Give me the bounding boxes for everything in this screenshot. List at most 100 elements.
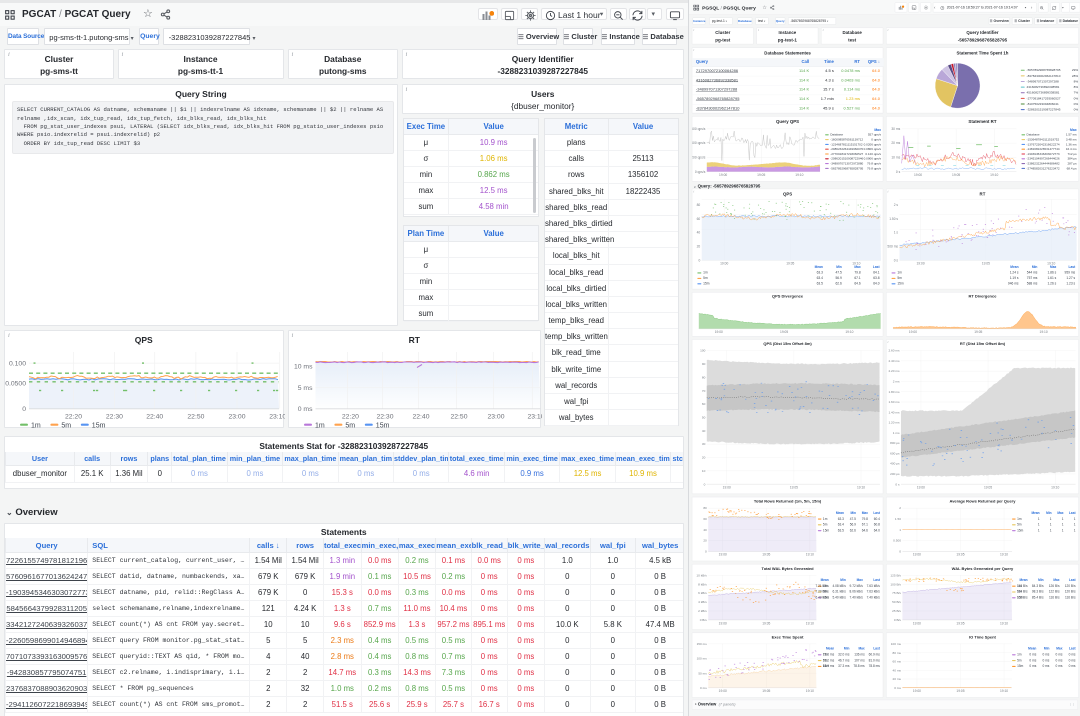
svg-text:136 ms: 136 ms [854, 653, 865, 657]
svg-text:1: 1 [1038, 528, 1040, 532]
svg-text:-5657892968765828795: -5657892968765828795 [830, 166, 863, 170]
svg-text:15m: 15m [823, 596, 830, 600]
svg-text:5m: 5m [897, 276, 902, 280]
svg-text:5m: 5m [703, 276, 708, 280]
svg-text:1: 1 [1062, 523, 1064, 527]
svg-text:19:10: 19:10 [806, 553, 814, 557]
svg-text:-1600985876561139712: -1600985876561139712 [830, 138, 863, 142]
svg-text:2 kB/s: 2 kB/s [698, 609, 707, 613]
svg-text:19:00: 19:00 [917, 486, 925, 490]
svg-text:4516082736899338581: 4516082736899338581 [1027, 91, 1060, 95]
svg-text:60: 60 [703, 517, 707, 521]
svg-text:959 ms: 959 ms [1065, 271, 1076, 275]
svg-text:22:40: 22:40 [412, 413, 429, 420]
svg-text:19:00: 19:00 [719, 553, 727, 557]
svg-text:19:10: 19:10 [1040, 330, 1048, 334]
svg-text:1.26 s: 1.26 s [1047, 282, 1056, 286]
svg-text:1m: 1m [823, 653, 828, 657]
svg-text:100 ms: 100 ms [697, 657, 708, 661]
svg-text:Last: Last [873, 578, 880, 582]
svg-text:63.3: 63.3 [817, 271, 824, 275]
svg-text:5m: 5m [345, 422, 355, 429]
svg-text:60: 60 [702, 402, 706, 406]
svg-text:0 ms: 0 ms [1069, 664, 1076, 668]
svg-text:32.0 ms: 32.0 ms [838, 653, 850, 657]
svg-text:50 ms: 50 ms [698, 671, 707, 675]
svg-text:98.3 B/s: 98.3 B/s [1032, 590, 1044, 594]
svg-text:946 ms: 946 ms [1008, 282, 1019, 286]
svg-text:1m: 1m [315, 422, 325, 429]
svg-text:19:05: 19:05 [956, 689, 964, 693]
svg-text:5.40 kB/s: 5.40 kB/s [833, 596, 847, 600]
svg-text:0: 0 [22, 406, 26, 413]
svg-text:0 ms: 0 ms [1069, 658, 1076, 662]
svg-text:1.19 s: 1.19 s [1010, 276, 1019, 280]
svg-text:22:50: 22:50 [187, 413, 204, 420]
svg-text:80: 80 [703, 506, 707, 510]
svg-text:84.9 ms: 84.9 ms [823, 664, 835, 668]
svg-text:Mean: Mean [1028, 647, 1036, 651]
svg-text:0 ms: 0 ms [700, 686, 707, 690]
svg-text:80: 80 [697, 203, 701, 207]
svg-text:78.6 ms: 78.6 ms [823, 653, 835, 657]
svg-text:23:00: 23:00 [487, 413, 504, 420]
svg-text:19:00: 19:00 [909, 330, 917, 334]
svg-text:7.40 kB/s: 7.40 kB/s [867, 596, 881, 600]
svg-text:100 ms: 100 ms [891, 642, 902, 646]
svg-text:1: 1 [1038, 517, 1040, 521]
svg-text:-3286201519087227845: -3286201519087227845 [1027, 108, 1061, 112]
svg-text:19:05: 19:05 [790, 486, 798, 490]
svg-text:19:00: 19:00 [913, 553, 921, 557]
svg-text:Max: Max [1056, 647, 1062, 651]
svg-text:79.8: 79.8 [854, 271, 861, 275]
svg-text:64.1: 64.1 [873, 271, 880, 275]
svg-text:73.2 ms: 73.2 ms [823, 658, 835, 662]
svg-text:62.6: 62.6 [850, 528, 856, 532]
svg-text:4316082736892338581: 4316082736892338581 [1027, 85, 1060, 89]
svg-text:63.5: 63.5 [817, 282, 824, 286]
svg-text:Last: Last [873, 265, 881, 269]
svg-text:557 qps/s: 557 qps/s [868, 133, 882, 137]
svg-text:79.8 qps/s: 79.8 qps/s [867, 166, 881, 170]
svg-text:1m: 1m [31, 422, 41, 429]
svg-text:19:00: 19:00 [916, 262, 924, 266]
svg-text:68.4 μs: 68.4 μs [1067, 166, 1077, 170]
svg-text:-2770918417293060527: -2770918417293060527 [1027, 96, 1061, 100]
svg-text:Mean: Mean [836, 511, 844, 515]
svg-text:19:05: 19:05 [982, 262, 990, 266]
svg-text:1m: 1m [703, 271, 708, 275]
svg-text:7.63 kB/s: 7.63 kB/s [867, 590, 881, 594]
svg-text:Last: Last [1069, 511, 1076, 515]
svg-text:19:05: 19:05 [762, 553, 770, 557]
svg-text:0%: 0% [1074, 96, 1079, 100]
svg-text:1m: 1m [823, 584, 828, 588]
svg-text:15m: 15m [823, 664, 830, 668]
svg-text:-2086232264449960070: -2086232264449960070 [830, 147, 863, 151]
svg-text:37.3 ms: 37.3 ms [838, 664, 850, 668]
svg-text:1.20 ms: 1.20 ms [888, 421, 900, 425]
svg-text:0 B/s: 0 B/s [700, 618, 708, 622]
svg-text:800 μs: 800 μs [890, 441, 900, 445]
svg-text:2.40 ms: 2.40 ms [888, 359, 900, 363]
svg-text:67.1: 67.1 [854, 276, 861, 280]
svg-text:0: 0 [698, 258, 700, 262]
svg-text:1.24 s: 1.24 s [1010, 271, 1019, 275]
svg-text:19:05: 19:05 [762, 689, 770, 693]
svg-text:60.4: 60.4 [874, 517, 880, 521]
svg-text:1: 1 [1074, 523, 1076, 527]
svg-text:79.8: 79.8 [862, 517, 868, 521]
svg-text:80 ms: 80 ms [892, 651, 901, 655]
svg-text:Mean: Mean [1010, 265, 1018, 269]
svg-text:22:40: 22:40 [146, 413, 163, 420]
svg-text:19:10: 19:10 [852, 262, 860, 266]
svg-text:1.61 s: 1.61 s [1047, 276, 1056, 280]
svg-text:64.6: 64.6 [854, 282, 861, 286]
svg-text:Mean: Mean [826, 647, 834, 651]
svg-text:0 ms: 0 ms [894, 686, 901, 690]
svg-text:7%: 7% [1074, 91, 1079, 95]
svg-text:8%: 8% [1074, 79, 1079, 83]
svg-text:0 ms: 0 ms [1056, 653, 1063, 657]
svg-text:6.31 kB/s: 6.31 kB/s [833, 590, 847, 594]
svg-text:Min: Min [1032, 265, 1038, 269]
svg-text:0 ms: 0 ms [1029, 653, 1036, 657]
